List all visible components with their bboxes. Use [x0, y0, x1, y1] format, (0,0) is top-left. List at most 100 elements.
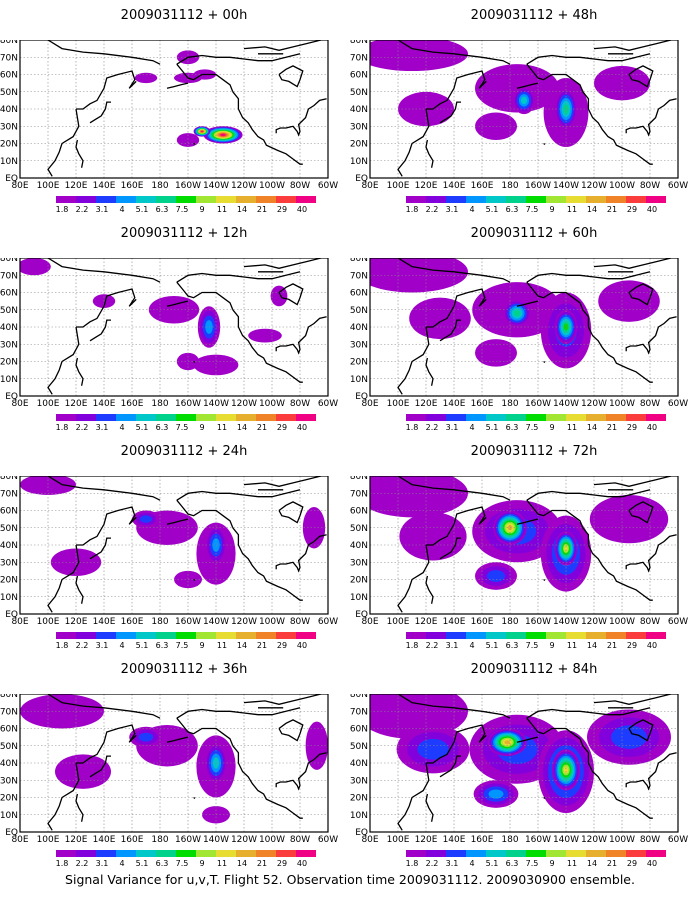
colorbar-label: 5.1	[486, 859, 499, 868]
coastline	[278, 719, 304, 742]
coastline	[89, 319, 111, 342]
coastline	[628, 501, 654, 524]
colorbar-label: 5.1	[136, 205, 149, 214]
lon-tick-label: 80W	[290, 617, 310, 627]
panel-title: 2009031112 + 84h	[470, 662, 598, 677]
lat-tick-label: 40N	[350, 323, 368, 333]
colorbar-swatch	[406, 632, 426, 639]
coastline	[397, 40, 511, 65]
lon-tick-label: 100E	[37, 399, 60, 409]
colorbar-label: 21	[257, 859, 267, 868]
colorbar-label: 40	[647, 859, 657, 868]
coastline	[75, 575, 84, 604]
lat-tick-label: 20N	[0, 576, 18, 586]
coastline	[75, 357, 84, 386]
coastline	[439, 101, 461, 124]
coastline	[243, 694, 322, 705]
coastline	[278, 65, 304, 88]
coastline	[166, 82, 189, 89]
lat-tick-label: 60N	[350, 71, 368, 81]
lon-tick-label: 80W	[640, 835, 660, 845]
coastline	[232, 745, 303, 819]
lat-tick-label: 50N	[0, 524, 18, 534]
colorbar-label: 5.1	[136, 641, 149, 650]
lat-tick-label: 10N	[0, 375, 18, 385]
colorbar-label: 40	[297, 423, 307, 432]
colorbar-label: 2.2	[426, 859, 439, 868]
colorbar-swatch	[116, 850, 136, 857]
variance-contour	[564, 545, 568, 552]
colorbar-label: 4	[119, 641, 124, 650]
colorbar-swatch	[296, 414, 316, 421]
coastline	[425, 357, 434, 386]
colorbar-label: 9	[199, 423, 204, 432]
lon-tick-label: 100E	[387, 835, 410, 845]
lon-tick-label: 80E	[361, 835, 378, 845]
colorbar-label: 4	[119, 205, 124, 214]
colorbar-label: 29	[627, 423, 637, 432]
colorbar-label: 7.5	[526, 423, 539, 432]
lon-tick-label: 100W	[609, 835, 635, 845]
lon-tick-label: 100W	[259, 835, 285, 845]
colorbar-swatch	[176, 196, 196, 203]
lon-tick-label: 120W	[581, 181, 607, 191]
lon-tick-label: 160W	[175, 399, 201, 409]
colorbar-label: 11	[567, 641, 577, 650]
coastline	[426, 506, 487, 546]
coastline	[47, 762, 80, 831]
colorbar-label: 40	[647, 205, 657, 214]
colorbar-swatch	[276, 196, 296, 203]
lat-tick-label: 20N	[350, 794, 368, 804]
coastline	[526, 271, 651, 283]
variance-contour	[520, 96, 528, 105]
colorbar-label: 6.3	[506, 859, 519, 868]
lon-tick-label: 120E	[65, 399, 88, 409]
colorbar-swatch	[156, 196, 176, 203]
panel-title: 2009031112 + 36h	[120, 662, 248, 677]
colorbar-swatch	[466, 850, 486, 857]
lat-tick-label: EQ	[5, 174, 18, 184]
lon-tick-label: 120E	[65, 617, 88, 627]
colorbar-swatch	[256, 632, 276, 639]
colorbar-label: 3.1	[96, 859, 109, 868]
colorbar-swatch	[76, 196, 96, 203]
colorbar-label: 3.1	[96, 641, 109, 650]
coastline	[176, 707, 301, 719]
lat-tick-label: 80N	[0, 258, 18, 264]
colorbar-label: 21	[607, 641, 617, 650]
coastline	[275, 98, 327, 137]
colorbar-swatch	[176, 414, 196, 421]
colorbar-label: 7.5	[526, 205, 539, 214]
colorbar-swatch	[626, 196, 646, 203]
lat-tick-label: 40N	[0, 541, 18, 551]
lon-tick-label: 80W	[640, 617, 660, 627]
coastline	[232, 527, 303, 601]
colorbar-swatch	[566, 196, 586, 203]
colorbar-swatch	[426, 850, 446, 857]
colorbar-label: 4	[469, 423, 474, 432]
coastline	[543, 142, 546, 145]
coastline	[76, 288, 137, 328]
colorbar-swatch	[646, 196, 666, 203]
colorbar-label: 3.1	[446, 641, 459, 650]
colorbar-swatch	[406, 414, 426, 421]
lon-tick-label: 60W	[668, 835, 688, 845]
coastline	[47, 544, 80, 613]
lon-tick-label: 120E	[415, 617, 438, 627]
colorbar-swatch	[566, 414, 586, 421]
colorbar-label: 7.5	[176, 423, 189, 432]
colorbar-swatch	[236, 850, 256, 857]
lon-tick-label: 140W	[203, 617, 229, 627]
colorbar-label: 4	[469, 641, 474, 650]
lat-tick-label: 70N	[0, 489, 18, 499]
colorbar-swatch	[446, 414, 466, 421]
lon-tick-label: 160E	[121, 835, 144, 845]
colorbar-swatch	[56, 414, 76, 421]
lon-tick-label: 160W	[175, 835, 201, 845]
colorbar-label: 14	[237, 423, 247, 432]
map-frame	[19, 694, 329, 833]
lon-tick-label: 140E	[443, 835, 466, 845]
coastline	[278, 283, 304, 306]
variance-contour	[598, 280, 660, 322]
colorbar-label: 29	[627, 205, 637, 214]
